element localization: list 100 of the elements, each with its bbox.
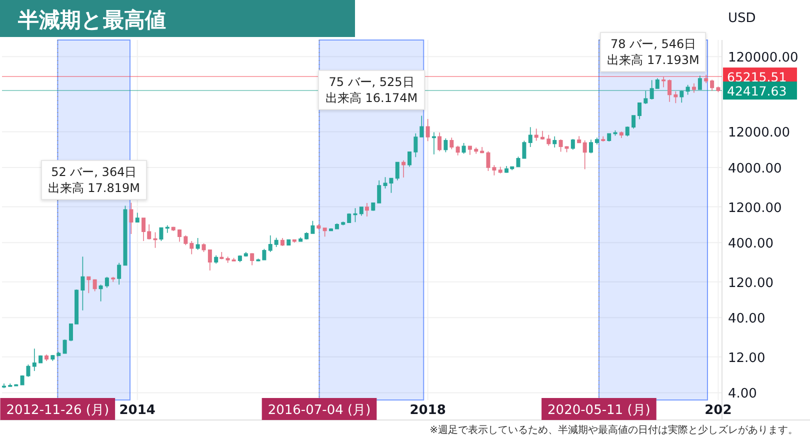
- y-tick-label: 12.00: [728, 350, 766, 366]
- x-tick-label: 2014: [119, 403, 156, 418]
- candlestick: [129, 202, 134, 234]
- candlestick: [38, 354, 43, 364]
- candlestick: [716, 86, 720, 92]
- candlestick: [546, 134, 551, 146]
- candlestick: [2, 383, 6, 389]
- candlestick: [534, 128, 538, 142]
- candlestick: [420, 115, 424, 138]
- candlestick: [86, 276, 91, 294]
- candlestick: [607, 132, 612, 142]
- candlestick: [577, 136, 582, 144]
- y-tick-label: 12000.00: [728, 126, 790, 141]
- candlestick: [159, 227, 164, 242]
- candlestick: [625, 126, 630, 137]
- candlestick: [316, 224, 321, 230]
- candlestick: [589, 139, 593, 154]
- candlestick: [462, 142, 466, 154]
- candlestick: [522, 140, 526, 159]
- candlestick: [528, 126, 532, 148]
- candlestick: [570, 138, 575, 150]
- candlestick: [674, 91, 678, 104]
- candlestick: [153, 232, 158, 248]
- candlestick: [214, 255, 218, 264]
- candlestick: [44, 354, 49, 362]
- band-label: 52 バー, 364日出来高 17.819M: [40, 160, 147, 200]
- ref-line-label: 65215.51: [727, 70, 787, 85]
- band-label: 75 バー, 525日出来高 16.174M: [318, 70, 425, 110]
- candlestick: [359, 206, 364, 216]
- x-tick-label: 2018: [410, 403, 446, 418]
- candlestick: [371, 202, 376, 212]
- y-tick-label: 40.00: [728, 312, 766, 327]
- y-tick-label: 1200.00: [728, 200, 782, 216]
- candlestick: [644, 90, 648, 104]
- candlestick: [190, 240, 194, 255]
- candlestick: [613, 130, 618, 136]
- candlestick: [638, 102, 642, 120]
- candlestick: [662, 76, 666, 88]
- ref-line-label: 42417.63: [727, 84, 787, 99]
- candlestick: [341, 221, 346, 226]
- candlestick: [104, 276, 109, 288]
- candlestick: [480, 146, 484, 154]
- candlestick: [395, 162, 400, 181]
- candlestick: [117, 262, 122, 286]
- x-tick-label: 2016-07-04 (月): [268, 403, 371, 418]
- candlestick: [698, 75, 702, 90]
- candlestick: [298, 236, 303, 242]
- y-tick-label: 400.00: [728, 236, 774, 252]
- candlestick: [226, 256, 230, 264]
- candlestick: [364, 202, 369, 217]
- candlestick: [582, 140, 587, 170]
- candlestick: [8, 383, 12, 388]
- candlestick: [62, 339, 67, 354]
- candlestick: [280, 238, 284, 246]
- candlestick: [492, 164, 496, 176]
- candlestick: [80, 256, 85, 311]
- candlestick: [468, 145, 472, 156]
- candlestick: [178, 228, 182, 242]
- candlestick: [686, 84, 690, 96]
- candlestick: [196, 238, 200, 250]
- x-tick-label: 2012-11-26 (月): [6, 403, 110, 418]
- candlestick: [450, 137, 454, 150]
- candlestick: [334, 223, 339, 230]
- candlestick: [347, 212, 352, 223]
- candlestick: [704, 74, 708, 84]
- candlestick: [304, 232, 309, 240]
- candlestick: [486, 150, 490, 172]
- candlestick: [268, 234, 272, 252]
- candlestick: [50, 354, 55, 362]
- candlestick: [540, 130, 544, 140]
- candlestick: [516, 156, 520, 168]
- candlestick: [594, 137, 599, 145]
- x-tick-label: 2020-05-11 (月): [548, 403, 650, 418]
- y-tick-label: 4.00: [728, 386, 757, 402]
- candlestick: [14, 384, 18, 387]
- candlestick: [414, 132, 418, 158]
- y-tick-label: 120.00: [728, 276, 774, 291]
- candlestick: [474, 147, 478, 154]
- candlestick: [353, 208, 358, 223]
- candlestick: [256, 258, 260, 262]
- candlestick: [250, 252, 254, 266]
- candlestick: [328, 228, 333, 232]
- candlestick: [274, 237, 278, 248]
- candlestick: [456, 145, 460, 156]
- candlestick: [123, 205, 128, 266]
- candlestick: [692, 82, 696, 94]
- candlestick: [444, 138, 448, 153]
- candlestick: [292, 239, 296, 243]
- candlestick: [232, 258, 236, 262]
- band-label: 78 バー, 546日出来高 17.193M: [600, 32, 706, 72]
- candlestick: [98, 284, 103, 302]
- candlestick: [552, 136, 557, 148]
- candlestick: [262, 248, 266, 260]
- candlestick: [165, 224, 170, 234]
- y-tick-label: 120000.00: [728, 50, 798, 66]
- candlestick: [632, 114, 636, 130]
- candlestick: [171, 226, 176, 232]
- candlestick: [238, 255, 242, 262]
- candlestick: [601, 136, 606, 142]
- candlestick: [310, 220, 315, 234]
